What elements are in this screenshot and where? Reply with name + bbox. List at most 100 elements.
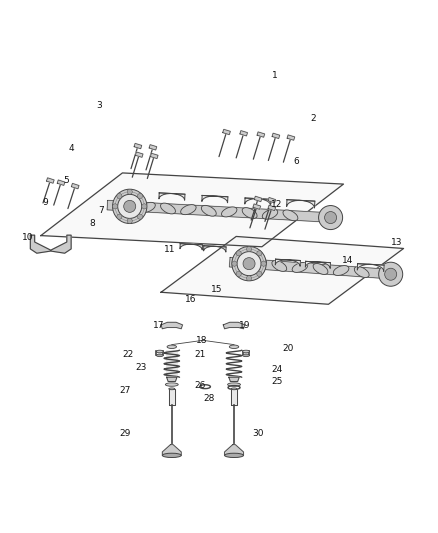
Circle shape xyxy=(124,200,136,212)
Circle shape xyxy=(247,276,251,281)
Ellipse shape xyxy=(156,350,163,353)
Ellipse shape xyxy=(283,210,298,221)
Ellipse shape xyxy=(333,265,349,276)
Text: 24: 24 xyxy=(271,365,283,374)
Ellipse shape xyxy=(251,260,266,269)
Text: 4: 4 xyxy=(68,144,74,153)
Polygon shape xyxy=(305,261,330,269)
Circle shape xyxy=(118,195,142,219)
Circle shape xyxy=(232,261,237,266)
Polygon shape xyxy=(169,389,175,405)
Circle shape xyxy=(236,251,241,256)
Ellipse shape xyxy=(180,205,196,215)
Text: 21: 21 xyxy=(194,350,205,359)
Circle shape xyxy=(138,193,143,199)
Text: 19: 19 xyxy=(239,321,251,330)
Circle shape xyxy=(127,219,132,223)
Text: 11: 11 xyxy=(164,245,175,254)
Circle shape xyxy=(237,252,261,276)
Ellipse shape xyxy=(140,203,155,212)
Text: 23: 23 xyxy=(135,364,147,373)
Polygon shape xyxy=(134,143,142,149)
Polygon shape xyxy=(180,244,202,250)
Ellipse shape xyxy=(231,388,237,390)
Text: 3: 3 xyxy=(96,101,102,110)
Text: 9: 9 xyxy=(42,198,48,207)
Circle shape xyxy=(257,271,262,277)
Circle shape xyxy=(117,193,122,199)
Polygon shape xyxy=(268,205,276,211)
Circle shape xyxy=(247,246,251,252)
Text: 14: 14 xyxy=(342,255,353,264)
Polygon shape xyxy=(230,257,391,279)
Text: 27: 27 xyxy=(119,385,130,394)
Polygon shape xyxy=(253,204,261,209)
Ellipse shape xyxy=(262,209,278,219)
Text: 7: 7 xyxy=(98,206,104,215)
Circle shape xyxy=(257,251,262,256)
Circle shape xyxy=(113,189,147,223)
Polygon shape xyxy=(57,180,65,185)
Ellipse shape xyxy=(222,207,237,217)
Text: 20: 20 xyxy=(282,344,293,353)
Polygon shape xyxy=(159,193,185,200)
Ellipse shape xyxy=(242,208,257,219)
Circle shape xyxy=(325,212,337,223)
Text: 10: 10 xyxy=(22,233,34,242)
Polygon shape xyxy=(135,152,143,157)
Ellipse shape xyxy=(243,354,250,357)
Text: 17: 17 xyxy=(153,321,165,330)
Polygon shape xyxy=(231,389,237,405)
Text: 26: 26 xyxy=(194,381,205,390)
Ellipse shape xyxy=(354,266,369,278)
Polygon shape xyxy=(268,198,276,203)
Ellipse shape xyxy=(162,453,181,457)
Polygon shape xyxy=(257,132,265,137)
Polygon shape xyxy=(202,196,228,203)
Circle shape xyxy=(113,204,118,209)
Polygon shape xyxy=(245,198,271,205)
Ellipse shape xyxy=(166,383,178,386)
Circle shape xyxy=(379,262,403,286)
Circle shape xyxy=(243,257,255,270)
Polygon shape xyxy=(240,131,247,136)
Polygon shape xyxy=(223,322,245,329)
Circle shape xyxy=(385,268,397,280)
Text: 30: 30 xyxy=(252,429,263,438)
Text: 25: 25 xyxy=(271,377,283,386)
Text: 8: 8 xyxy=(89,219,95,228)
Circle shape xyxy=(127,189,132,195)
Circle shape xyxy=(142,204,147,209)
Text: 29: 29 xyxy=(119,429,130,438)
Polygon shape xyxy=(161,237,403,304)
Text: 15: 15 xyxy=(211,285,223,294)
Text: 1: 1 xyxy=(272,71,278,80)
Polygon shape xyxy=(41,173,343,247)
Text: 28: 28 xyxy=(203,394,214,403)
Ellipse shape xyxy=(230,345,239,349)
Polygon shape xyxy=(149,144,157,150)
Text: 16: 16 xyxy=(185,295,197,304)
Polygon shape xyxy=(30,235,71,253)
Polygon shape xyxy=(161,322,183,329)
Ellipse shape xyxy=(201,205,216,216)
Circle shape xyxy=(232,246,266,281)
Ellipse shape xyxy=(292,263,307,272)
Polygon shape xyxy=(286,200,315,208)
Circle shape xyxy=(318,206,343,230)
Polygon shape xyxy=(225,445,244,455)
Text: 12: 12 xyxy=(271,200,283,209)
Ellipse shape xyxy=(160,203,176,214)
Text: 18: 18 xyxy=(196,336,208,345)
Polygon shape xyxy=(287,135,295,140)
Ellipse shape xyxy=(243,350,250,353)
Polygon shape xyxy=(71,183,79,189)
Ellipse shape xyxy=(167,345,177,349)
Text: 13: 13 xyxy=(392,238,403,247)
Circle shape xyxy=(236,271,241,277)
Polygon shape xyxy=(229,377,239,382)
Polygon shape xyxy=(223,130,230,135)
Circle shape xyxy=(261,261,266,266)
Circle shape xyxy=(117,214,122,219)
Polygon shape xyxy=(204,246,226,252)
